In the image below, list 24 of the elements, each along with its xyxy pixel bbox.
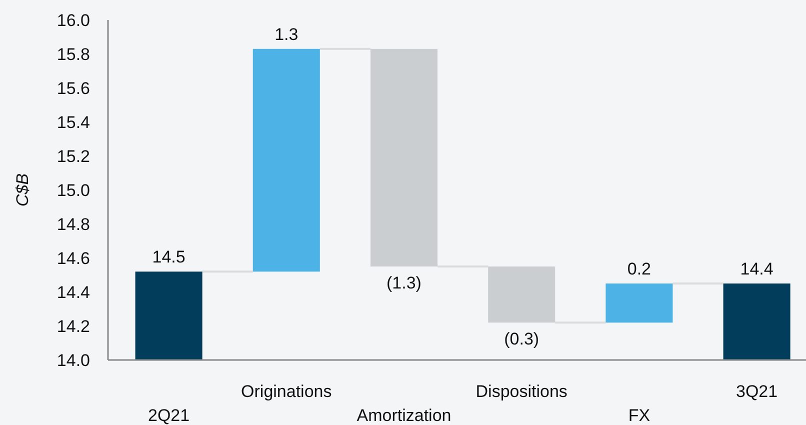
y-tick-label: 14.0 — [56, 350, 90, 370]
x-tick-label: Dispositions — [476, 382, 568, 401]
x-tick-label: Originations — [241, 382, 332, 401]
y-tick-label: 15.8 — [56, 44, 90, 64]
y-tick-label: 14.8 — [56, 214, 90, 234]
y-axis-title: C$B — [13, 173, 32, 207]
y-tick-label: 14.6 — [56, 248, 90, 268]
data-label: 1.3 — [274, 24, 298, 44]
y-tick-label: 15.4 — [56, 112, 90, 132]
y-tick-label: 16.0 — [56, 10, 90, 30]
x-tick-label: Amortization — [356, 406, 452, 425]
data-label: (1.3) — [386, 274, 422, 292]
x-tick-label: 3Q21 — [736, 382, 778, 401]
y-tick-label: 14.2 — [56, 316, 90, 336]
data-label: 14.4 — [740, 260, 774, 278]
y-tick-label: 15.2 — [56, 146, 90, 166]
y-tick-label: 15.6 — [56, 78, 90, 98]
data-label: 0.2 — [627, 260, 652, 278]
data-label: (0.3) — [504, 330, 540, 349]
y-tick-label: 15.0 — [56, 180, 90, 200]
x-tick-label: 2Q21 — [148, 406, 190, 425]
data-label: 14.5 — [152, 248, 186, 267]
y-tick-label: 14.4 — [56, 282, 90, 302]
x-tick-label: FX — [628, 406, 650, 425]
